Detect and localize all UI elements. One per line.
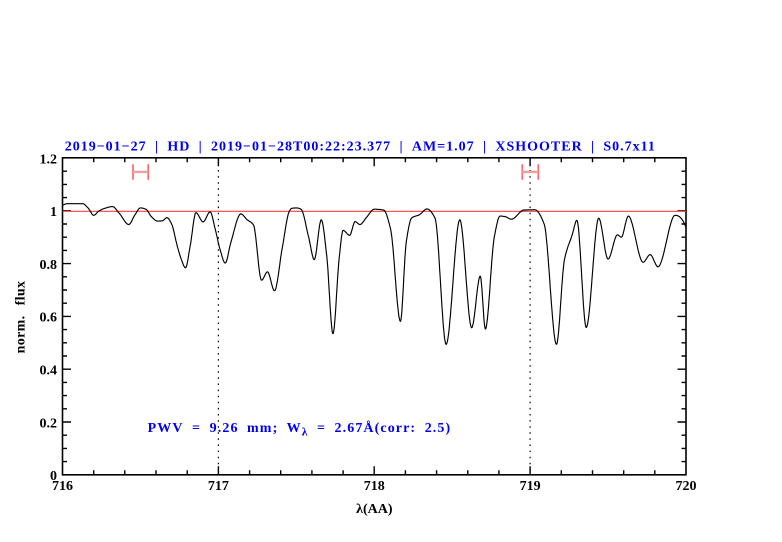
svg-text:PWV = 9.26 mm; Wλ = 2.67: PWV = 9.26 mm; Wλ = 2.67Å(corr: 2.5) [148, 420, 452, 439]
svg-text:717: 717 [208, 479, 229, 494]
svg-text:0.2: 0.2 [40, 416, 58, 431]
svg-text:718: 718 [364, 479, 385, 494]
svg-text:719: 719 [520, 479, 541, 494]
svg-text:716: 716 [52, 479, 73, 494]
svg-text:0.8: 0.8 [40, 258, 58, 273]
svg-text:norm. flux: norm. flux [13, 281, 28, 354]
svg-text:720: 720 [676, 479, 697, 494]
svg-text:0: 0 [50, 469, 57, 484]
svg-text:1.2: 1.2 [40, 152, 58, 167]
svg-text:0.6: 0.6 [40, 311, 58, 326]
svg-text:0.4: 0.4 [40, 364, 58, 379]
svg-text:1: 1 [50, 205, 57, 220]
svg-text:λ(AA): λ(AA) [356, 502, 393, 517]
svg-text:2019−01−27 | HD | 2019−01−: 2019−01−27 | HD | 2019−01−28T00:22:23.37… [65, 140, 656, 155]
